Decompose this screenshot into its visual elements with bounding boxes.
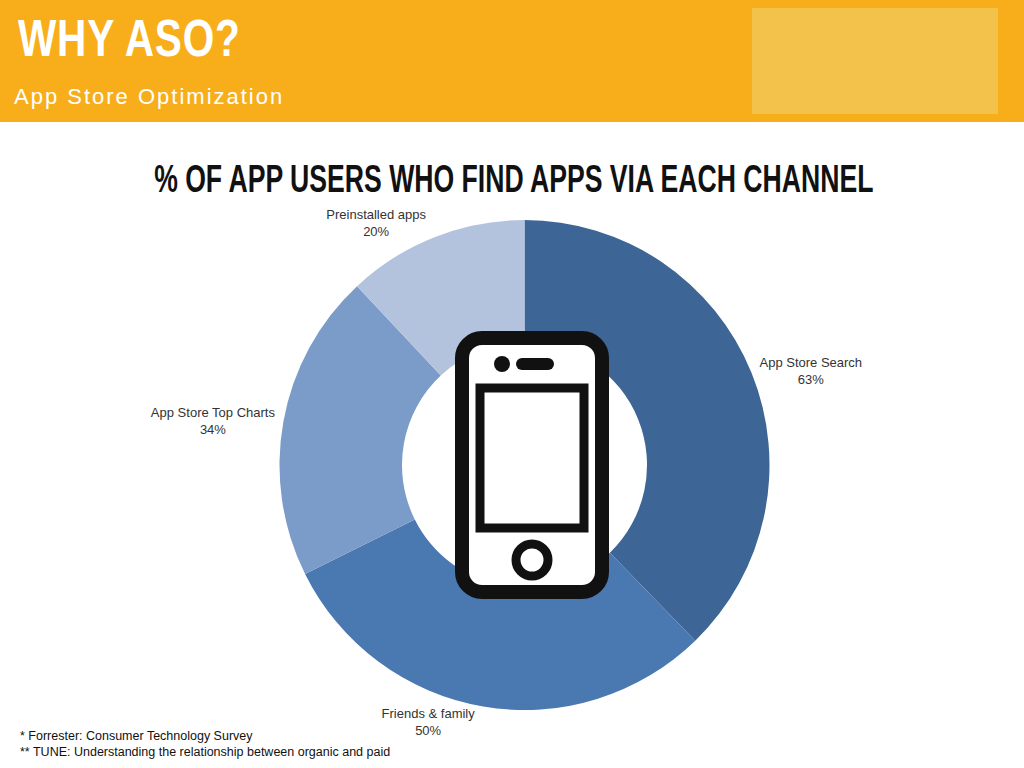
svg-text:Preinstalled apps20%: Preinstalled apps20%	[326, 207, 426, 239]
svg-text:App Store Top Charts34%: App Store Top Charts34%	[151, 405, 276, 437]
html-text:% OF APP USERS WHO FIND APPS V: % OF APP USERS WHO FIND APPS VIA EACH CH…	[154, 158, 874, 200]
html-text:WHY ASO?: WHY ASO?	[18, 9, 241, 67]
svg-text:Friends & family50%: Friends & family50%	[382, 706, 476, 738]
html-text:* Forrester: Consumer Technolo: * Forrester: Consumer Technology Survey	[20, 729, 253, 743]
html-text:App Store Optimization: App Store Optimization	[14, 84, 285, 109]
html-text:** TUNE: Understanding the rel: ** TUNE: Understanding the relationship …	[20, 745, 391, 759]
svg-text:App Store Search63%: App Store Search63%	[759, 355, 862, 387]
